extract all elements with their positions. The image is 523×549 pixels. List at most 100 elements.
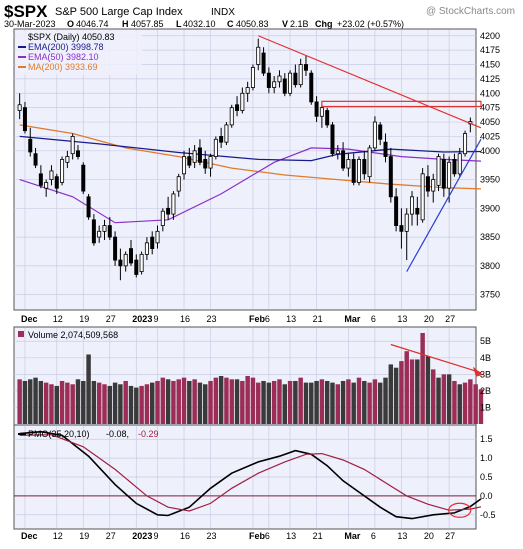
volume-bar [431, 369, 436, 424]
volume-bar [240, 380, 245, 424]
price-y-tick: 4200 [480, 31, 500, 41]
candle-body [335, 150, 340, 155]
volume-bar [144, 384, 150, 424]
volume-bar [43, 382, 49, 424]
candle-body [266, 72, 271, 88]
candle-body [155, 230, 160, 244]
volume-bar [218, 376, 224, 424]
x-tick-label: Feb [249, 531, 266, 541]
trend-line [258, 35, 482, 129]
volume-label: V [282, 19, 288, 29]
volume-bar [383, 377, 388, 424]
volume-bar [28, 379, 33, 424]
candle-body [261, 52, 266, 74]
volume-bar [340, 380, 346, 424]
x-tick-label: 27 [106, 531, 116, 541]
candle-body [341, 150, 346, 169]
x-tick-label: 6 [371, 531, 376, 541]
candle-body [383, 141, 388, 157]
candle-body [245, 87, 250, 94]
trend-line [406, 139, 482, 272]
open-value: 4046.74 [76, 19, 109, 29]
candle-body [81, 164, 86, 192]
open-label: O [67, 19, 74, 29]
volume-bar [282, 384, 287, 424]
candle-body [229, 107, 234, 126]
candle-body [319, 107, 324, 117]
price-y-tick: 3850 [480, 232, 500, 242]
candle-body [91, 219, 96, 244]
price-overlays [19, 124, 482, 224]
x-tick-label: 20 [424, 531, 434, 541]
volume-bar [452, 380, 457, 424]
x-tick-label: Mar [344, 531, 361, 541]
volume-bar [197, 382, 203, 424]
candle-body [447, 161, 452, 189]
volume-bar [208, 380, 213, 424]
candle-body [139, 253, 144, 273]
pmo-line [19, 430, 482, 520]
volume-bar [309, 382, 314, 424]
volume-bar [298, 377, 303, 424]
volume-bar [149, 382, 155, 424]
pmo-lines [14, 430, 482, 520]
legend-price: $SPX (Daily) 4050.83 [28, 32, 115, 42]
volume-bar [192, 379, 197, 424]
change-value: +23.02 (+0.57%) [337, 19, 404, 29]
annotations [258, 35, 482, 272]
pmo-signal-line [19, 434, 482, 512]
candle-body [49, 170, 54, 180]
candle-body [431, 179, 436, 192]
candle-body [213, 138, 218, 157]
volume-bar [287, 380, 293, 424]
legend-volume-swatch [18, 331, 24, 337]
candle-body [282, 78, 287, 94]
price-y-tick: 4075 [480, 103, 500, 113]
price-y-tick: 3950 [480, 175, 500, 185]
price-y-tick: 3900 [480, 203, 500, 213]
candle-body [44, 182, 49, 189]
candle-body [357, 159, 361, 183]
candle-body [309, 72, 314, 103]
volume-bar [250, 377, 256, 424]
candle-body [22, 107, 27, 132]
volume-bar [303, 382, 309, 424]
index-name: S&P 500 Large Cap Index [55, 6, 183, 18]
candle-body [113, 236, 118, 261]
volume-bar [160, 377, 166, 424]
candle-body [192, 150, 197, 163]
candle-body [166, 207, 171, 215]
volume-bar [33, 377, 38, 424]
candle-body [203, 159, 208, 169]
volume-bar [96, 382, 102, 424]
candle-body [187, 156, 192, 166]
candle-body [38, 173, 43, 186]
candle-body [171, 193, 176, 215]
candle-body [314, 101, 319, 117]
volume-bar [367, 382, 372, 424]
volume-bar [415, 359, 420, 424]
volume-bar [245, 376, 250, 424]
volume-bar [128, 385, 134, 424]
low-value: 4032.10 [183, 19, 216, 29]
high-label: H [122, 19, 129, 29]
x-tick-label: 23 [207, 314, 217, 324]
x-tick-label: Mar [344, 314, 361, 324]
volume-bar [102, 384, 107, 424]
candle-body [378, 124, 383, 140]
candle-body [394, 196, 399, 226]
candle-body [415, 207, 420, 215]
x-tick-label: 6 [371, 314, 376, 324]
change-label: Chg [315, 19, 333, 29]
candle-body [70, 136, 75, 155]
volume-bar [118, 384, 123, 424]
candle-body [452, 159, 457, 175]
ema50-line [19, 147, 482, 224]
volume-bar [314, 380, 319, 424]
x-tick-label: 9 [154, 531, 159, 541]
volume-bar [224, 377, 229, 424]
x-tick-label: 27 [106, 314, 116, 324]
volume-bar [462, 382, 468, 424]
volume-bar [234, 379, 240, 424]
